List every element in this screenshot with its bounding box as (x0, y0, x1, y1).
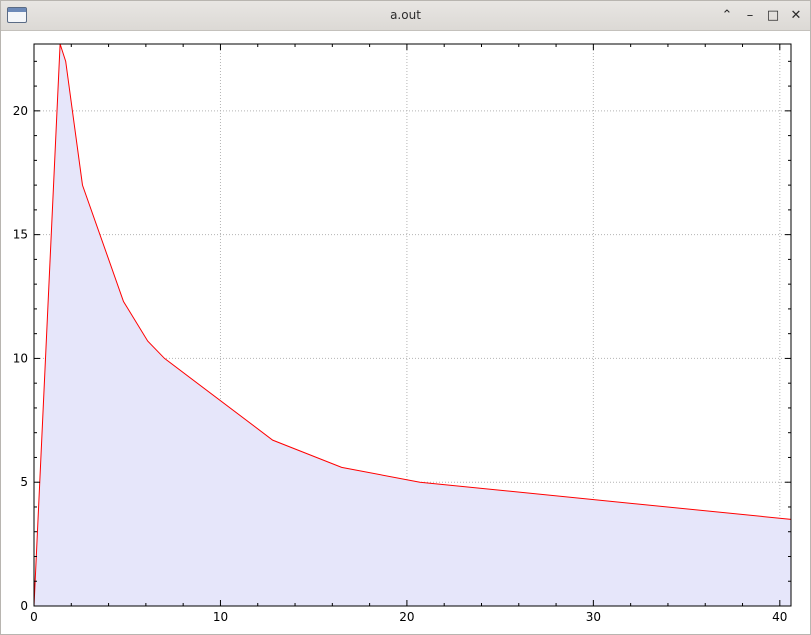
y-tick-label: 15 (13, 228, 28, 242)
x-tick-label: 10 (213, 610, 228, 624)
x-tick-label: 0 (30, 610, 38, 624)
series-area-fill (34, 44, 791, 606)
window-titlebar[interactable]: a.out ⌃ – □ ✕ (1, 1, 810, 31)
minimize-button[interactable]: – (746, 8, 754, 23)
close-button[interactable]: ✕ (790, 8, 802, 23)
y-tick-label: 0 (20, 599, 28, 613)
y-tick-label: 5 (20, 475, 28, 489)
plot-frame (33, 43, 792, 607)
y-tick-label: 20 (13, 104, 28, 118)
x-tick-label: 20 (399, 610, 414, 624)
series-line (33, 43, 792, 607)
y-tick-label: 10 (13, 351, 28, 365)
shade-window-button[interactable]: ⌃ (721, 8, 733, 23)
y-axis-tick-labels: 0 5 10 15 20 (13, 104, 28, 613)
plot-canvas: 0 10 20 30 40 0 5 10 15 20 (13, 43, 792, 624)
x-axis-tick-labels: 0 10 20 30 40 (30, 610, 787, 624)
window-title: a.out (390, 8, 421, 22)
app-window-icon[interactable] (7, 7, 27, 23)
maximize-button[interactable]: □ (766, 8, 780, 23)
axis-ticks (33, 44, 791, 607)
x-tick-label: 30 (586, 610, 601, 624)
x-tick-label: 40 (772, 610, 787, 624)
